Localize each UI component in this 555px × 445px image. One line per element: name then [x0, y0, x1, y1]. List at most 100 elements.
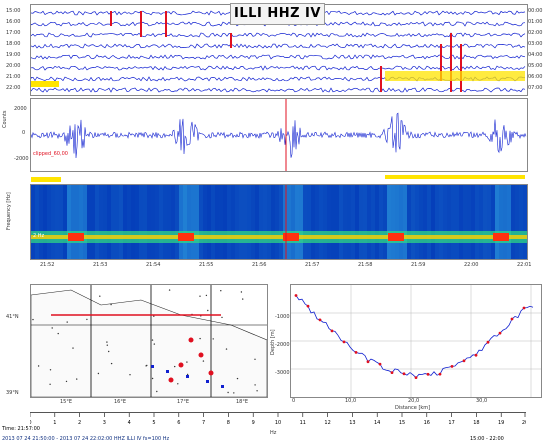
profile-point	[486, 340, 490, 344]
spectrogram-column	[315, 185, 319, 259]
spectrogram-column	[343, 185, 347, 259]
spectrogram-column	[507, 185, 511, 259]
profile-point	[426, 372, 430, 376]
helicorder-selection-right[interactable]	[385, 71, 525, 81]
map-lon-label-2: 16°E	[114, 399, 127, 405]
waveform-line	[31, 112, 527, 159]
spectrogram-column	[231, 185, 235, 259]
spectrogram-column	[131, 185, 135, 259]
map-feature	[51, 327, 53, 329]
spectrogram-column	[43, 185, 47, 259]
scale-tick-label: 15	[399, 420, 405, 425]
spectrogram-column	[335, 185, 339, 259]
frequency-scale[interactable]: 01234567891011121314151617181920	[30, 412, 526, 425]
scale-tick-label: 6	[177, 420, 180, 425]
spectrogram-column	[51, 185, 55, 259]
map-panel[interactable]	[30, 284, 268, 398]
station-marker	[206, 380, 209, 383]
spectrogram-column	[167, 185, 171, 259]
spectrogram-column	[419, 185, 423, 259]
spectrogram-column	[103, 185, 107, 259]
map-feature	[233, 392, 235, 394]
profile-point	[354, 351, 358, 354]
spectrogram-column	[487, 185, 491, 259]
spectrogram-column	[191, 185, 195, 259]
profile-x-tick-4: 30,0	[476, 398, 488, 404]
map-feature	[145, 365, 147, 367]
spectrogram-column	[71, 185, 75, 259]
map-feature	[99, 295, 101, 297]
profile-point	[342, 340, 346, 344]
profile-point	[378, 362, 382, 366]
helicorder-selection-left[interactable]	[31, 81, 59, 87]
window-selection-right[interactable]	[385, 175, 525, 179]
spectrogram-column	[499, 185, 503, 259]
profile-point	[318, 318, 322, 322]
spectrogram-column	[91, 185, 95, 259]
map-feature	[156, 390, 158, 393]
spectrogram-column	[119, 185, 123, 259]
spectrogram-column	[223, 185, 227, 259]
station-marker	[221, 385, 224, 388]
tick-label: 21:57	[305, 262, 320, 268]
spectrogram-column	[83, 185, 87, 259]
waveform-panel[interactable]: clipped_60,00	[30, 98, 528, 172]
map-feature	[66, 321, 68, 323]
spectrogram-column	[183, 185, 187, 259]
spectrogram-column	[491, 185, 495, 259]
spectrogram-column	[375, 185, 379, 259]
event-marker	[188, 337, 194, 343]
tick-label: 21:55	[199, 262, 214, 268]
profile-point	[330, 329, 334, 333]
spectrogram-panel[interactable]: 2 Hz	[30, 184, 528, 260]
spectrogram-column	[251, 185, 255, 259]
spectrogram-column	[99, 185, 103, 259]
spectrogram-column	[247, 185, 251, 259]
map-feature	[242, 298, 244, 300]
spectrogram-column	[175, 185, 179, 259]
map-feature	[174, 365, 176, 368]
profile-point	[390, 371, 394, 374]
spectrogram-column	[323, 185, 327, 259]
tick-label: 22:00	[6, 85, 21, 91]
tick-label: 22:01	[517, 262, 532, 268]
event-marker	[198, 352, 204, 358]
spectrogram-column	[495, 185, 499, 259]
spectrogram-y-label: Frequency [Hz]	[6, 192, 12, 230]
map-feature	[221, 316, 223, 319]
spectrogram-column	[371, 185, 375, 259]
spectrogram-column	[267, 185, 271, 259]
station-marker	[186, 375, 189, 378]
station-marker	[151, 365, 154, 368]
spectrogram-column	[299, 185, 303, 259]
map-feature	[212, 338, 214, 340]
spectrogram-column	[271, 185, 275, 259]
tick-label: 15:00	[6, 8, 21, 14]
map-feature	[49, 383, 51, 385]
map-feature	[97, 372, 100, 375]
tick-label: 02:00	[528, 30, 543, 36]
waveform-trace	[31, 99, 527, 171]
spectrogram-column	[55, 185, 59, 259]
spectrogram-column	[291, 185, 295, 259]
spectrogram-column	[259, 185, 263, 259]
profile-point	[510, 317, 514, 321]
map-feature	[186, 373, 189, 376]
map-feature	[65, 380, 68, 383]
map-feature	[207, 309, 209, 312]
spectrogram-column	[171, 185, 175, 259]
scale-tick-label: 11	[300, 420, 306, 425]
spectrogram-column	[303, 185, 307, 259]
spectrogram-column	[367, 185, 371, 259]
window-selection-left[interactable]	[31, 177, 61, 182]
profile-panel[interactable]	[290, 284, 542, 398]
spectrogram-column	[215, 185, 219, 259]
map-feature	[202, 360, 205, 362]
map-feature	[32, 318, 34, 321]
tick-label: 06:00	[528, 74, 543, 80]
scale-tick-label: 5	[152, 420, 155, 425]
spectrogram-column	[87, 185, 91, 259]
frequency-scale-ticks: 01234567891011121314151617181920	[30, 413, 526, 425]
spectrogram-image	[31, 185, 527, 259]
spectrogram-column	[311, 185, 315, 259]
